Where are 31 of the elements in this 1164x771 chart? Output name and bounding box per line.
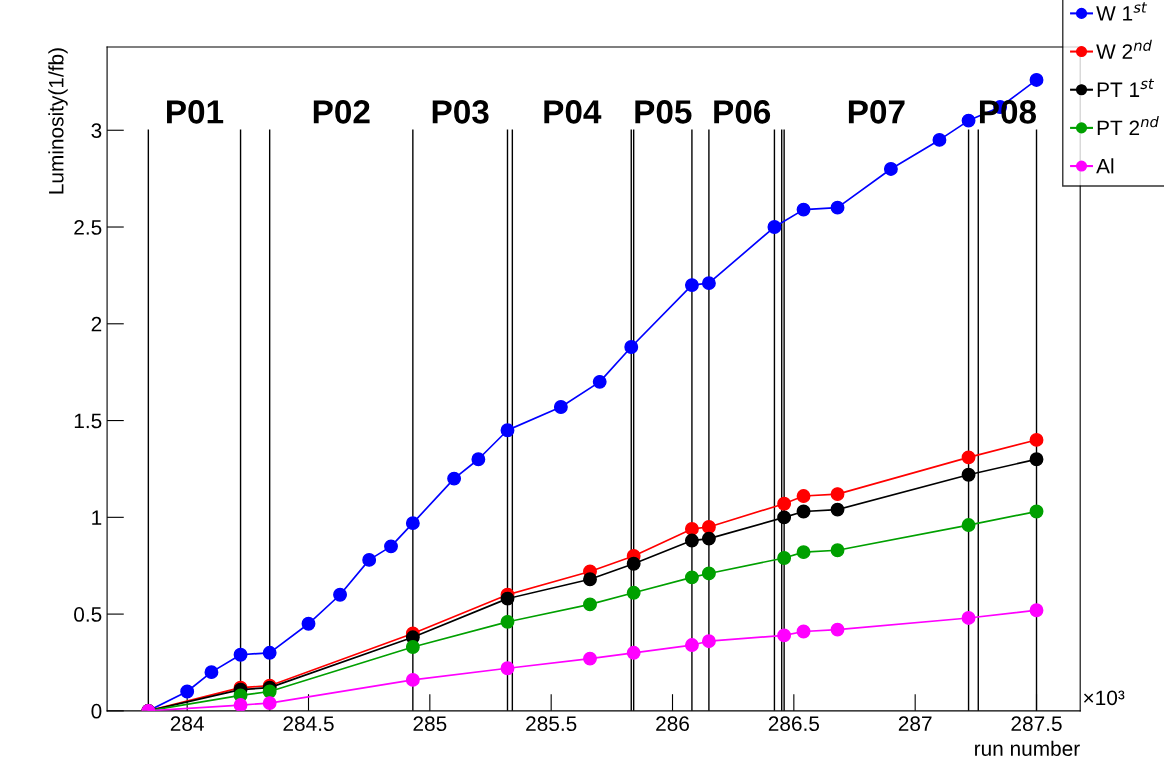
y-tick-label: 3 [91,123,102,139]
legend-label: Al [1096,158,1114,174]
y-tick-label: 1.5 [74,413,102,429]
y-tick-label: 0 [91,703,102,719]
x-tick-label: 287.5 [1011,716,1062,732]
legend-label: W 2$^{nd}$ [1096,39,1152,59]
text: ×10³ [1083,690,1125,706]
x-tick-label: 284 [170,716,204,732]
y-tick-label: 1 [92,510,102,525]
x-tick-label: 286.5 [768,716,820,732]
ref-line-label: P02 [313,100,370,124]
ref-line-label: P03 [432,100,489,124]
x-tick-label: 285 [413,716,447,732]
x-tick-label: 287 [898,716,932,732]
y-tick-label: 0.5 [74,607,102,622]
ref-line-label: P08 [979,100,1037,124]
x-tick-label: 284.5 [283,716,334,732]
legend-label: PT 2$^{nd}$ [1097,116,1159,136]
legend-label: W 1$^{st}$ [1096,2,1148,21]
x-tick-label: 285.5 [526,716,577,732]
y-tick-label: 2.5 [74,220,102,235]
x-tick-label: 286 [656,716,689,732]
ref-line-label: P04 [544,100,602,124]
ref-line-label: P05 [635,100,692,124]
ref-line-label: P01 [167,100,224,124]
ref-line-label: P06 [714,100,771,124]
x-axis-title: run number [975,740,1080,756]
ref-line-label: P07 [848,100,905,124]
legend-label: PT 1$^{st}$ [1097,78,1155,97]
y-axis-title: Luminosity(1/fb) [48,48,68,194]
y-tick-label: 2 [91,316,102,332]
